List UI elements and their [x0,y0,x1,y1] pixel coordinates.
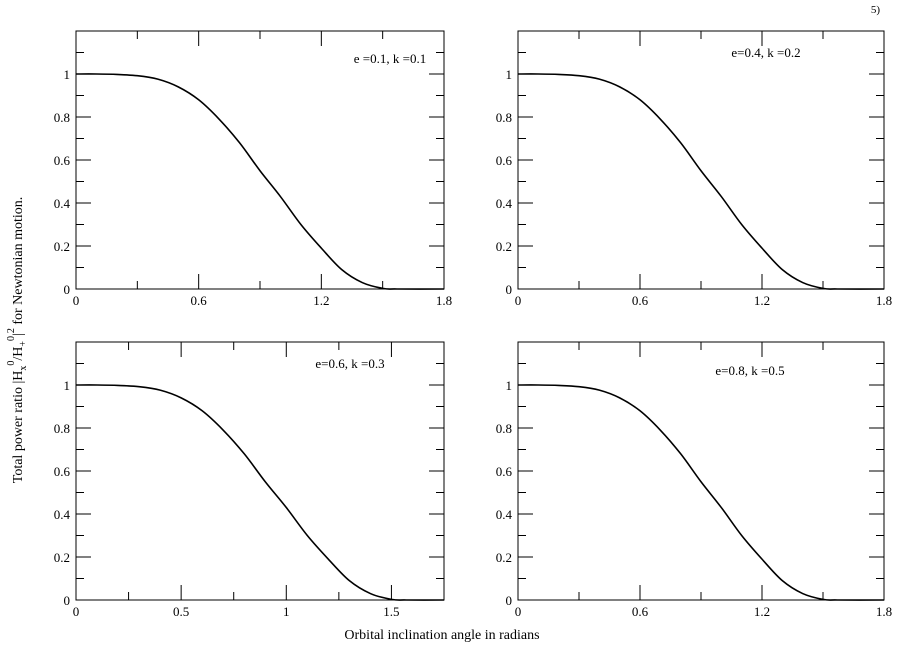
corner-note: 5) [871,4,881,16]
y-tick-label: 0.8 [496,110,512,125]
y-tick-label: 0.6 [496,153,513,168]
y-tick-label: 0.2 [54,239,70,254]
y-tick-label: 0.8 [54,110,70,125]
panel-1: 0 0.6 1.2 1.8 0 0.2 0.4 0.6 0.8 1 e =0.1, k =0.1 [54,30,452,308]
x-axis-title: Orbital inclination angle in radians [344,628,539,643]
y-tick-label: 0 [64,282,71,297]
series-line-1 [517,73,885,290]
x-tick-label: 1.2 [754,293,770,308]
y-tick-label: 1 [506,67,513,82]
x-tick-label: 0.6 [191,293,208,308]
plot-frame [75,30,445,290]
y-tick-label: 0.2 [54,550,70,565]
x-tick-label: 0.6 [632,604,649,619]
y-tick-label: 0.6 [496,464,513,479]
series-line-1 [75,384,445,601]
y-tick-label: 0.6 [54,153,71,168]
y-axis-title: Total power ratio |Hx0/H+0|2 for Newtoni… [6,197,29,484]
x-tick-label: 1.8 [876,293,892,308]
series-line-1 [75,73,445,290]
panel-annotation: e=0.4, k =0.2 [731,45,800,60]
x-tick-label: 1.8 [436,293,452,308]
x-tick-label: 0.5 [173,604,189,619]
panel-3: 0 0.5 1 1.5 0 0.2 0.4 0.6 0.8 1 e=0.6, k =0.3 [54,341,445,619]
x-tick-label: 0 [73,604,80,619]
y-tick-label: 0.8 [496,421,512,436]
series-line-1 [517,384,885,601]
plot-frame [75,341,445,601]
x-tick-label: 1.2 [313,293,329,308]
y-tick-label: 0 [506,593,513,608]
y-tick-label: 1 [64,378,71,393]
x-tick-label: 1 [283,604,290,619]
x-tick-label: 0 [515,293,522,308]
y-tick-label: 0.4 [54,507,71,522]
y-tick-label: 0.4 [496,196,513,211]
x-tick-label: 0.6 [632,293,649,308]
y-tick-label: 0.2 [496,239,512,254]
x-tick-label: 0 [515,604,522,619]
y-tick-label: 0 [64,593,71,608]
x-tick-label: 1.5 [383,604,399,619]
panel-annotation: e =0.1, k =0.1 [354,51,426,66]
panel-annotation: e=0.6, k =0.3 [315,356,384,371]
y-tick-label: 0.2 [496,550,512,565]
x-tick-label: 0 [73,293,80,308]
panel-2: 0 0.6 1.2 1.8 0 0.2 0.4 0.6 0.8 1 e=0.4, k =0.2 [496,30,892,308]
panels: 0 0.6 1.2 1.800.20.40.60.81e =0.1, k =0.10 0… [54,30,892,619]
x-tick-label: 1.2 [754,604,770,619]
panel-annotation: e=0.8, k =0.5 [715,363,784,378]
plot-frame [517,30,885,290]
panel-4: 0 0.6 1.2 1.8 0 0.2 0.4 0.6 0.8 1 e=0.8, k =0.5 [496,341,892,619]
plot-frame [517,341,885,601]
y-tick-label: 0.8 [54,421,70,436]
x-tick-label: 1.8 [876,604,892,619]
y-tick-label: 0.4 [496,507,513,522]
y-tick-label: 0 [506,282,513,297]
y-tick-label: 0.4 [54,196,71,211]
y-tick-label: 0.6 [54,464,71,479]
y-tick-label: 1 [64,67,71,82]
y-tick-label: 1 [506,378,513,393]
